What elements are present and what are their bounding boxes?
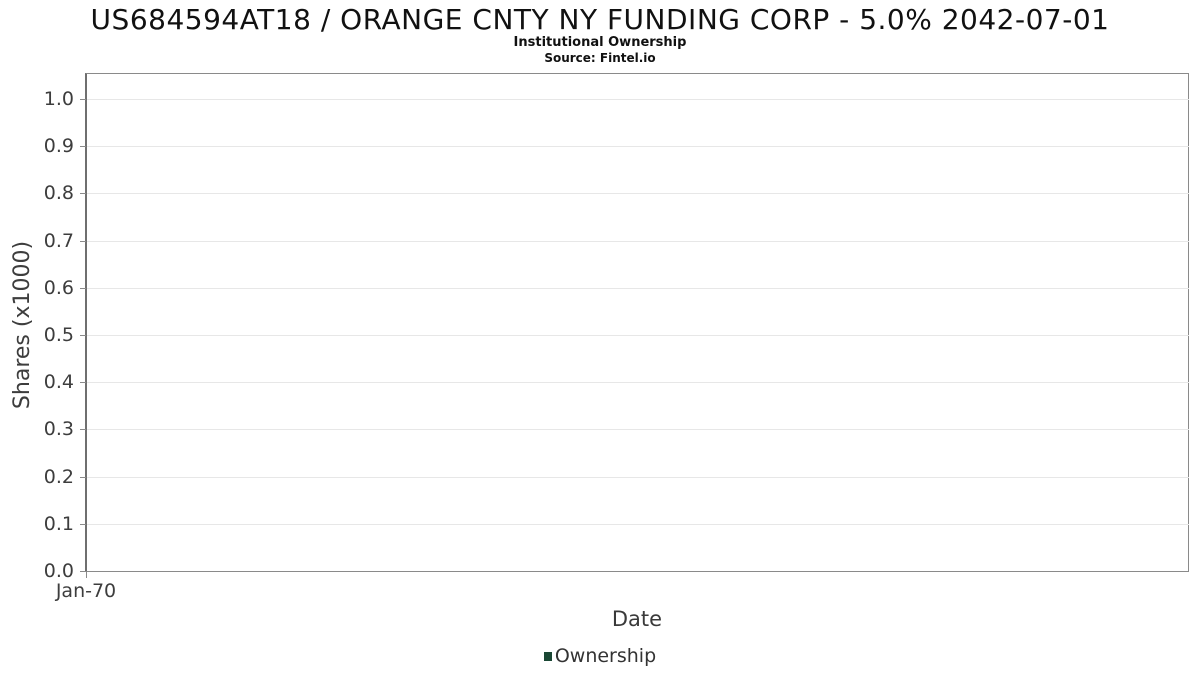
gridline (87, 477, 1189, 478)
y-tick-label: 1.0 (43, 88, 74, 110)
legend-item-ownership[interactable]: Ownership (543, 645, 657, 667)
y-tick-mark (80, 429, 86, 430)
y-tick-label: 0.8 (43, 182, 74, 204)
y-tick-label: 0.3 (43, 418, 74, 440)
legend-swatch-icon (543, 651, 552, 661)
legend-label: Ownership (554, 645, 657, 667)
y-tick-label: 0.6 (43, 277, 74, 299)
y-tick-label: 0.0 (43, 560, 74, 582)
y-tick-mark (80, 99, 86, 100)
y-tick-label: 0.7 (43, 230, 74, 252)
chart-subtitle: Institutional Ownership (513, 35, 687, 50)
y-tick-label: 0.4 (43, 371, 74, 393)
gridline (87, 146, 1189, 147)
y-tick-mark (80, 288, 86, 289)
x-axis-title: Date (611, 607, 663, 631)
gridline (87, 288, 1189, 289)
y-tick-label: 0.9 (43, 135, 74, 157)
y-tick-mark (80, 335, 86, 336)
legend: Ownership (0, 645, 1200, 667)
y-tick-mark (80, 241, 86, 242)
y-tick-label: 0.1 (43, 513, 74, 535)
gridline (87, 524, 1189, 525)
chart-title: US684594AT18 / ORANGE CNTY NY FUNDING CO… (90, 3, 1110, 36)
y-tick-mark (80, 146, 86, 147)
gridline (87, 193, 1189, 194)
y-tick-label: 0.2 (43, 466, 74, 488)
y-tick-mark (80, 193, 86, 194)
y-tick-mark (80, 477, 86, 478)
y-tick-label: 0.5 (43, 324, 74, 346)
gridline (87, 429, 1189, 430)
x-tick-mark (86, 572, 87, 578)
gridline (87, 382, 1189, 383)
gridline (87, 99, 1189, 100)
gridline (87, 241, 1189, 242)
y-tick-mark (80, 571, 86, 572)
gridline (87, 335, 1189, 336)
plot-area (85, 73, 1189, 572)
y-tick-mark (80, 524, 86, 525)
chart-source: Source: Fintel.io (544, 51, 656, 65)
y-tick-mark (80, 382, 86, 383)
x-tick-label: Jan-70 (55, 580, 117, 602)
